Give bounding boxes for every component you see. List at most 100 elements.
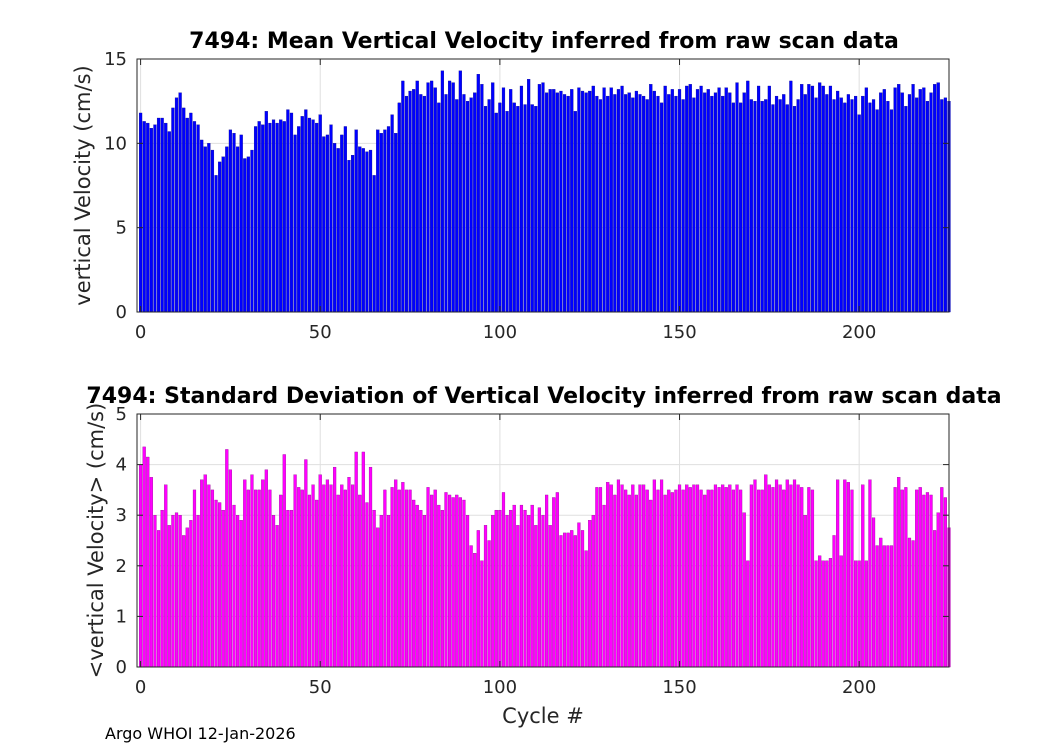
std-velocity-bar — [789, 484, 793, 668]
mean-velocity-bar — [257, 121, 261, 313]
mean-velocity-bar — [907, 94, 912, 313]
std-velocity-bar — [236, 515, 240, 668]
std-velocity-bar — [861, 484, 865, 668]
std-velocity-bar — [663, 494, 667, 668]
std-velocity-bar — [232, 504, 236, 668]
std-velocity-bar — [358, 494, 362, 668]
std-velocity-bar — [207, 484, 211, 668]
mean-velocity-bar — [333, 143, 337, 313]
mean-velocity-bar — [149, 127, 153, 313]
std-velocity-bar — [530, 504, 534, 668]
std-velocity-bar — [282, 454, 286, 668]
mean-velocity-bar — [376, 129, 380, 313]
std-velocity-bar — [379, 515, 383, 668]
std-velocity-bar — [192, 489, 197, 668]
std-velocity-bar — [688, 487, 692, 668]
std-velocity-bar — [465, 515, 470, 668]
mean-velocity-bar — [189, 112, 193, 313]
std-velocity-bar — [868, 479, 872, 668]
mean-velocity-xtick-label: 50 — [309, 322, 332, 343]
std-velocity-bar — [390, 487, 394, 668]
mean-velocity-bar — [236, 146, 240, 313]
std-velocity-bar — [875, 545, 879, 668]
mean-velocity-bar — [476, 74, 480, 313]
mean-velocity-bar — [703, 92, 707, 313]
mean-velocity-bar — [318, 114, 322, 313]
mean-velocity-bar — [616, 89, 621, 313]
mean-velocity-bar — [828, 85, 833, 313]
mean-velocity-bar — [548, 89, 552, 313]
mean-velocity-bar — [397, 102, 401, 313]
mean-velocity-bar — [530, 104, 534, 313]
mean-velocity-bar — [347, 160, 351, 313]
mean-velocity-bar — [329, 124, 333, 313]
mean-velocity-bar — [638, 94, 642, 313]
std-velocity-bar — [807, 487, 811, 668]
mean-velocity-bar — [253, 126, 258, 313]
std-velocity-bar — [527, 515, 531, 668]
mean-velocity-bar — [304, 109, 308, 313]
mean-velocity-bar — [243, 158, 247, 313]
mean-velocity-bar — [300, 116, 304, 313]
mean-velocity-bar — [667, 94, 671, 313]
std-velocity-bar — [911, 540, 915, 668]
mean-velocity-bar — [933, 84, 937, 313]
mean-velocity-bar — [871, 99, 876, 313]
mean-velocity-bar — [322, 136, 326, 313]
std-velocity-xtick-label: 50 — [309, 677, 332, 698]
std-velocity-bar — [415, 504, 419, 668]
std-velocity-bar — [361, 451, 365, 668]
mean-velocity-bar — [710, 95, 714, 313]
mean-velocity-bar — [232, 133, 236, 313]
mean-velocity-bar — [404, 95, 409, 313]
std-velocity-ytick-label: 0 — [116, 657, 127, 678]
std-velocity-bar — [149, 477, 153, 668]
mean-velocity-y-axis-label: vertical Velocity (cm/s) — [71, 65, 95, 305]
std-velocity-bar — [746, 560, 750, 668]
mean-velocity-bar — [167, 131, 171, 313]
std-velocity-bar — [710, 489, 714, 668]
std-velocity-bar — [699, 489, 703, 668]
std-velocity-bar — [854, 560, 858, 668]
std-velocity-bar — [857, 560, 861, 668]
mean-velocity-bar — [469, 97, 473, 313]
std-velocity-bar — [631, 484, 635, 668]
std-velocity-bar — [609, 484, 613, 668]
mean-velocity-bar — [174, 97, 179, 313]
mean-velocity-bar — [494, 112, 498, 313]
std-velocity-bar — [674, 489, 678, 668]
std-velocity-bar — [268, 489, 272, 668]
mean-velocity-bar — [559, 90, 563, 313]
std-velocity-bar — [368, 466, 373, 668]
mean-velocity-bar — [182, 107, 186, 313]
std-velocity-panel: 7494: Standard Deviation of Vertical Vel… — [84, 384, 1002, 728]
mean-velocity-bar — [595, 95, 599, 313]
std-velocity-bar — [315, 499, 319, 668]
mean-velocity-bar — [800, 84, 804, 313]
std-velocity-bar — [261, 479, 265, 668]
std-velocity-bar — [620, 484, 624, 668]
mean-velocity-bar — [857, 114, 861, 313]
cycle-x-axis-label: Cycle # — [502, 704, 584, 728]
std-velocity-bar — [695, 484, 700, 668]
std-velocity-bar — [638, 484, 642, 668]
std-velocity-bar — [167, 525, 171, 668]
mean-velocity-bar — [602, 87, 606, 313]
mean-velocity-bar — [401, 80, 405, 313]
mean-velocity-bar — [192, 121, 197, 313]
mean-velocity-bar — [534, 106, 538, 313]
std-velocity-bar — [164, 484, 168, 668]
mean-velocity-bar — [681, 99, 685, 313]
std-velocity-bar — [171, 515, 175, 668]
mean-velocity-bar — [473, 92, 477, 313]
mean-velocity-bar — [455, 99, 459, 313]
mean-velocity-bar — [361, 148, 365, 313]
std-velocity-bar — [753, 479, 757, 668]
std-velocity-bar — [350, 484, 355, 668]
mean-velocity-bar — [893, 87, 897, 313]
std-velocity-bar — [595, 487, 599, 668]
std-velocity-bar — [440, 509, 444, 668]
std-velocity-bar — [677, 484, 682, 668]
mean-velocity-bar — [447, 80, 452, 313]
std-velocity-bar — [307, 494, 312, 668]
